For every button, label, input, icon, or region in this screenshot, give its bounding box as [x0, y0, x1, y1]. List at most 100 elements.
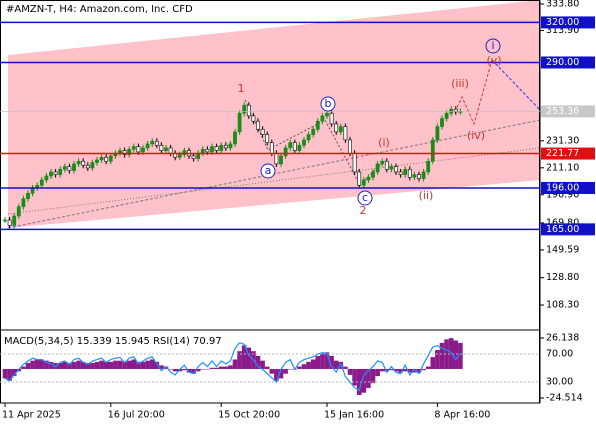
candle [39, 179, 44, 186]
candle [389, 166, 394, 170]
candle [127, 148, 132, 155]
candle [315, 120, 320, 130]
macd-bar [172, 368, 178, 372]
candle [26, 193, 30, 199]
y-tick-label: 128.80 [546, 272, 579, 283]
macd-bar [329, 355, 334, 369]
macd-bar [21, 366, 26, 369]
candle [407, 168, 412, 178]
macd-bar [163, 366, 169, 369]
macd-bar [154, 361, 160, 369]
macd-bar [264, 366, 270, 369]
y-tick-label: 108.30 [546, 300, 579, 311]
macd-tick-label: -24.514 [546, 393, 583, 404]
candle [168, 147, 173, 154]
macd-bar [421, 368, 426, 371]
macd-bar [439, 342, 445, 369]
candle [44, 175, 49, 181]
level-label-box [541, 181, 595, 194]
wave-label: (i) [378, 136, 390, 149]
macd-bar [168, 368, 173, 370]
candle [62, 166, 67, 170]
candle [67, 166, 72, 171]
macd-bar [71, 361, 77, 369]
wave-label: (iv) [467, 129, 485, 142]
y-tick-label: 313.90 [546, 25, 579, 36]
macd-bar [274, 368, 279, 381]
candle [205, 148, 210, 153]
wave-label: (ii) [419, 189, 434, 202]
macd-bar [145, 360, 150, 369]
candle [375, 163, 380, 173]
level-label-box [541, 147, 595, 160]
candle [426, 160, 431, 173]
macd-bar [402, 368, 408, 372]
candle [49, 171, 53, 177]
candle [292, 142, 297, 151]
candle [394, 166, 398, 173]
macd-bar [136, 361, 141, 369]
candle [361, 179, 366, 186]
candle [440, 118, 444, 127]
candle [21, 198, 26, 207]
wave-label: i [491, 39, 494, 52]
candle [108, 155, 113, 162]
wave-circle [485, 38, 501, 54]
candle [403, 168, 408, 175]
level-label: 196.00 [546, 182, 579, 193]
candle [159, 144, 164, 151]
candle [242, 104, 247, 114]
candle [417, 174, 421, 179]
macd-bar [218, 366, 224, 369]
candle [435, 126, 440, 141]
macd-bar [407, 368, 413, 373]
candle [269, 142, 274, 154]
candle [398, 171, 403, 175]
candle [265, 134, 270, 143]
candle [384, 160, 389, 170]
macd-bar [458, 342, 463, 369]
candle [210, 146, 214, 153]
wave-projection [454, 59, 493, 126]
candle [348, 139, 352, 154]
macd-bar [113, 360, 118, 369]
candle [12, 215, 17, 226]
level-label: 290.00 [546, 57, 579, 68]
candle [251, 115, 256, 122]
chart-title: #AMZN-T, H4: Amazon.com, Inc. CFD [6, 4, 193, 15]
macd-bar [301, 364, 307, 369]
wave-label: 1 [238, 82, 245, 95]
macd-bar [232, 359, 238, 369]
rsi-tick-label: 70.00 [546, 349, 573, 360]
rsi-line [4, 342, 461, 392]
macd-bar [246, 347, 252, 369]
x-tick-label: 15 Jan 16:00 [324, 410, 384, 421]
macd-tick-label: 26.138 [546, 333, 579, 344]
macd-bar [62, 361, 68, 369]
current-price-label: 253.36 [546, 106, 579, 117]
macd-bar [131, 359, 137, 369]
macd-bar [333, 360, 339, 369]
macd-bar [214, 367, 219, 369]
macd-bar [186, 368, 192, 373]
candle [256, 120, 260, 130]
macd-bar [140, 361, 146, 369]
macd-bar [393, 368, 399, 372]
candle [219, 144, 224, 151]
macd-bar [200, 368, 206, 370]
candle [164, 147, 168, 151]
macd-bar [389, 368, 394, 371]
macd-bar [435, 350, 440, 369]
y-tick-label: 231.30 [546, 135, 579, 146]
candle [7, 219, 12, 226]
candle [371, 171, 375, 178]
x-tick-label: 15 Oct 20:00 [218, 410, 280, 421]
candle [320, 115, 325, 122]
macd-bar [149, 359, 155, 369]
candle [76, 160, 81, 165]
macd-bar [191, 368, 196, 374]
macd-bar [237, 351, 242, 369]
y-tick-label: 169.80 [546, 217, 579, 228]
macd-bar [67, 363, 72, 369]
candle [122, 150, 127, 155]
